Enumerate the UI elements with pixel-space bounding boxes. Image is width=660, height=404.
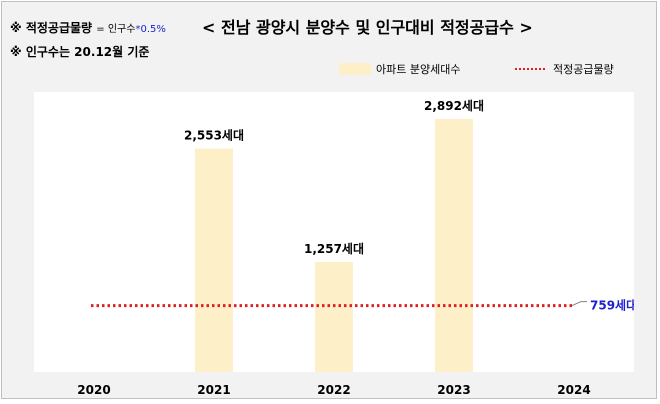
- data-label-2022: 1,257세대: [304, 241, 364, 256]
- data-label-2021: 2,553세대: [184, 128, 244, 143]
- formula-label: ※ 적정공급물량: [10, 21, 93, 35]
- formula-mult: *0.5%: [135, 24, 166, 35]
- legend-swatch-bar: [339, 63, 371, 75]
- formula-note: ※ 적정공급물량 = 인구수*0.5%: [10, 19, 166, 36]
- x-tick-label-2020: 2020: [77, 383, 110, 397]
- x-axis: 2020 2021 2022 2023 2024: [77, 383, 590, 397]
- basis-note: ※ 인구수는 20.12월 기준: [10, 45, 150, 59]
- legend-label-bar: 아파트 분양세대수: [376, 63, 461, 76]
- bar-2022: [315, 262, 353, 372]
- bar-2021: [195, 148, 233, 372]
- legend-label-line: 적정공급물량: [553, 63, 614, 76]
- formula-eq: = 인구수: [96, 24, 136, 35]
- plot-area: 2,553세대 1,257세대 2,892세대 759세대: [34, 92, 634, 372]
- chart-title: < 전남 광양시 분양수 및 인구대비 적정공급수 >: [202, 18, 533, 37]
- x-tick-label-2021: 2021: [197, 383, 230, 397]
- reference-label: 759세대: [590, 298, 634, 313]
- x-tick-label-2022: 2022: [317, 383, 350, 397]
- x-tick-label-2024: 2024: [557, 383, 590, 397]
- chart-frame: ※ 적정공급물량 = 인구수*0.5% ※ 인구수는 20.12월 기준 < 전…: [1, 1, 657, 399]
- data-label-2023: 2,892세대: [424, 98, 484, 113]
- bar-2023: [435, 118, 473, 372]
- reference-leader: [571, 301, 587, 307]
- legend-swatch-line: [515, 68, 545, 70]
- bar-chart: 2,553세대 1,257세대 2,892세대 759세대: [91, 98, 634, 372]
- x-tick-label-2023: 2023: [437, 383, 470, 397]
